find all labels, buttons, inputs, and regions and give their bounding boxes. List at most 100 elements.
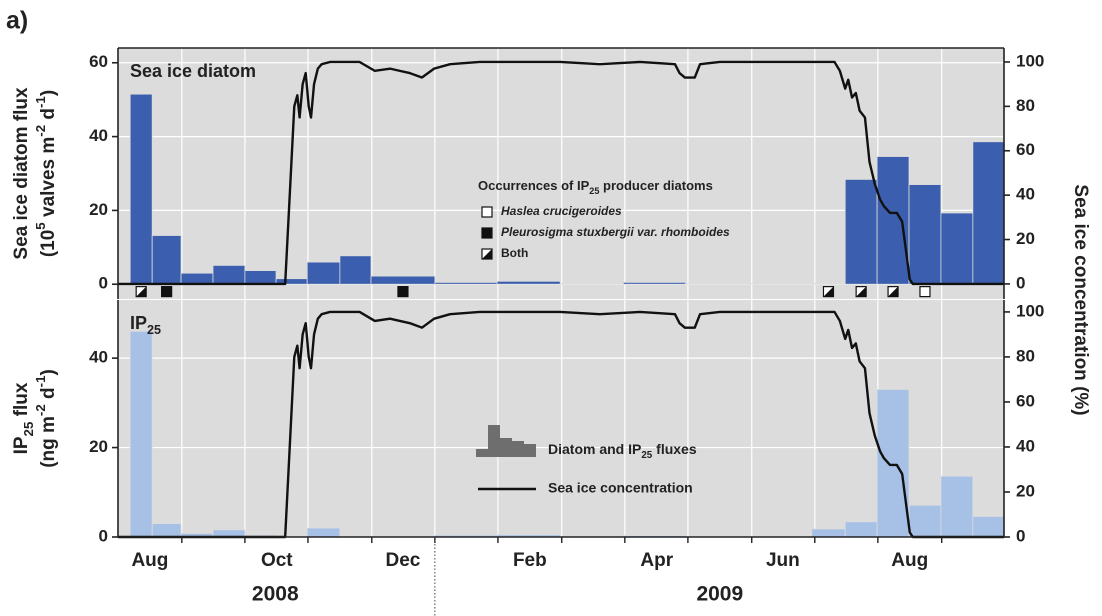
occurrence-marker [855,286,867,298]
bar [876,156,910,285]
y2-tick-label: 60 [1016,140,1035,159]
y-tick-label: 0 [99,274,108,293]
bar [876,389,910,538]
text-part: producer diatoms [599,178,712,193]
occurrence-marker [135,286,147,298]
text-part: Sea ice diatom flux [11,87,32,260]
bar [339,255,372,285]
legend-label: Sea ice concentration [548,480,693,496]
legend-label: Pleurosigma stuxbergii var. rhomboides [501,225,730,239]
legend-bar [524,444,536,457]
bar [972,516,1005,538]
y2-tick-label: 80 [1016,96,1035,115]
text-part: (ng m [38,416,59,468]
bar [151,523,182,538]
text-part: d [38,108,59,125]
text-part: flux [11,382,32,421]
panel-label: IP25 [130,313,161,338]
occurrence-marker [481,206,493,218]
text-part: 25 [147,323,161,337]
marker-half [823,286,834,297]
legend-bar [488,425,500,457]
y-axis-label: (105 valves m-2 d-1) [33,90,59,257]
legend-label: Diatom and IP25 fluxes [548,441,697,461]
bar [908,184,942,285]
bar [811,283,846,285]
y2-tick-label: 0 [1016,526,1025,545]
occurrence-marker [397,286,409,298]
bar [940,475,974,538]
legend-label: Both [501,246,528,260]
bar [559,283,624,285]
text-part: valves m [38,137,59,223]
text-part: 5 [33,222,48,230]
y-tick-label: 40 [89,126,108,145]
x-tick-label: Oct [261,550,293,571]
legend-bar [476,449,488,457]
y2-tick-label: 60 [1016,391,1035,410]
x-tick-label: Aug [891,550,928,571]
legend-bar [512,441,524,457]
occurrence-marker [161,286,173,298]
text-part: -2 [33,404,48,416]
x-tick-label: Apr [640,550,673,571]
legend-bar-icon [476,425,536,457]
text-part: 25 [641,450,652,461]
x-tick-label: Aug [131,550,168,571]
text-part: -1 [33,96,48,108]
bar [306,527,341,538]
bar [940,212,974,285]
legend-bar [500,438,512,457]
bar [129,330,153,538]
text-part: d [38,387,59,404]
y-axis-label: Sea ice diatom flux [11,87,32,260]
y2-tick-label: 20 [1016,229,1035,248]
y-axis-label: (ng m-2 d-1) [33,369,59,468]
text-part: IP [11,436,32,454]
y-tick-label: 60 [89,52,108,71]
text-part: (10 [38,230,59,257]
text-part: Occurrences of IP [478,178,590,193]
sea-ice-line [118,60,1004,286]
bar [434,281,498,285]
occurrence-marker [822,286,835,298]
occurrence-marker [481,248,493,260]
y2-tick-label: 80 [1016,346,1035,365]
x-tick-label: Dec [386,550,421,571]
bar [908,504,942,538]
bar [151,235,182,285]
text-part: Sea ice diatom [130,61,256,81]
marker-half [856,286,867,297]
y2-tick-label: 100 [1016,301,1044,320]
bar [622,281,687,285]
text-part: 25 [21,421,36,436]
y2-tick-label: 40 [1016,436,1035,455]
occurrence-marker [481,227,493,239]
x-tick-label: Jun [766,550,800,571]
sea-ice-line [118,310,1004,539]
year-label: 2009 [696,583,743,606]
text-part: Diatom and IP [548,441,641,457]
text-part: -2 [33,125,48,137]
panel-label: Sea ice diatom [130,61,256,81]
occurrence-marker [887,286,899,298]
bar [496,280,561,285]
bar [244,270,277,285]
y-tick-label: 0 [99,526,108,545]
year-label: 2008 [252,583,299,606]
y-axis-label: IP25 flux [11,382,36,454]
plot-background [118,300,1004,537]
marker-box [397,286,409,298]
text-part: IP [130,313,147,333]
bar [180,272,214,285]
text-part: ) [38,369,59,375]
text-part: ) [38,90,59,96]
bar [844,521,878,538]
x-tick-label: Feb [513,550,547,571]
text-part: -1 [33,375,48,387]
y2-tick-label: 20 [1016,481,1035,500]
y2-tick-label: 0 [1016,273,1025,292]
text-part: fluxes [652,441,697,457]
bar [844,179,878,285]
